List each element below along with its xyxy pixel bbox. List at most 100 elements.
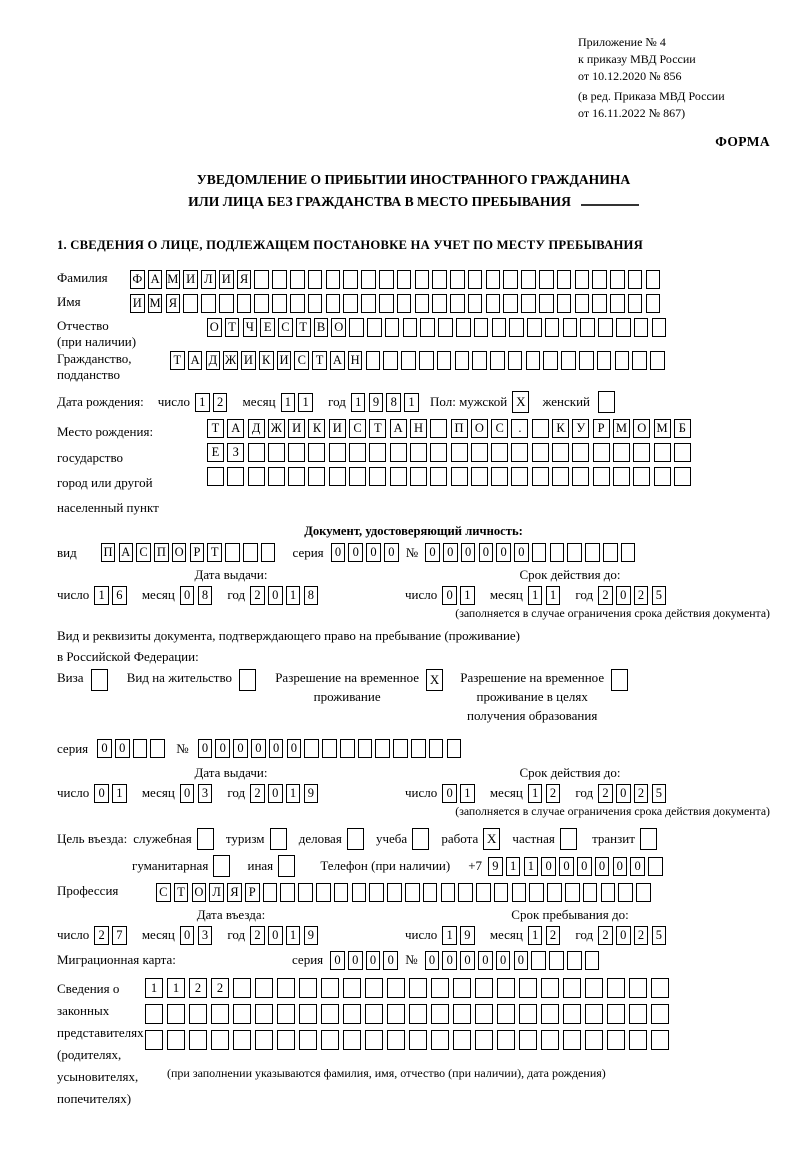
char-box[interactable] xyxy=(343,270,358,290)
char-box[interactable] xyxy=(428,739,444,759)
char-box[interactable] xyxy=(378,270,394,290)
char-box[interactable]: И xyxy=(288,419,306,439)
char-box[interactable] xyxy=(343,1029,361,1050)
char-box[interactable]: 0 xyxy=(594,856,610,876)
char-box[interactable] xyxy=(519,1003,537,1024)
char-box[interactable] xyxy=(633,443,651,463)
char-box[interactable]: 6 xyxy=(112,585,127,605)
char-box[interactable] xyxy=(446,739,462,759)
char-box[interactable]: Р xyxy=(189,543,205,563)
char-box[interactable]: 0 xyxy=(425,543,440,563)
char-box[interactable] xyxy=(409,1029,427,1050)
char-box[interactable] xyxy=(272,270,287,290)
char-box[interactable] xyxy=(369,443,387,463)
char-box[interactable] xyxy=(636,883,651,903)
char-box[interactable]: 0 xyxy=(330,543,346,563)
char-box[interactable] xyxy=(653,467,671,487)
char-box[interactable] xyxy=(574,270,590,290)
char-box[interactable] xyxy=(572,443,590,463)
char-box[interactable]: П xyxy=(100,543,116,563)
char-box[interactable] xyxy=(538,294,554,314)
char-box[interactable] xyxy=(600,883,616,903)
char-box[interactable]: 0 xyxy=(94,783,109,803)
char-box[interactable] xyxy=(308,467,326,487)
char-box[interactable] xyxy=(298,883,313,903)
char-box[interactable] xyxy=(343,977,361,998)
char-box[interactable] xyxy=(396,270,412,290)
char-box[interactable] xyxy=(351,883,367,903)
char-box[interactable]: Т xyxy=(173,883,189,903)
char-box[interactable] xyxy=(288,467,306,487)
char-box[interactable] xyxy=(450,443,468,463)
char-box[interactable] xyxy=(611,668,629,691)
char-box[interactable] xyxy=(610,294,625,314)
char-box[interactable] xyxy=(485,270,501,290)
char-box[interactable] xyxy=(346,828,364,851)
char-box[interactable] xyxy=(211,1029,229,1050)
char-box[interactable] xyxy=(432,294,447,314)
char-box[interactable]: П xyxy=(154,543,169,563)
char-box[interactable] xyxy=(585,1029,603,1050)
char-box[interactable] xyxy=(509,318,524,338)
char-box[interactable]: 1 xyxy=(527,783,543,803)
char-box[interactable] xyxy=(207,467,224,487)
char-box[interactable]: 0 xyxy=(347,950,363,970)
char-box[interactable] xyxy=(527,318,542,338)
char-box[interactable] xyxy=(563,1029,581,1050)
char-box[interactable]: X xyxy=(426,668,444,691)
char-box[interactable]: 2 xyxy=(94,925,109,945)
char-box[interactable] xyxy=(612,467,630,487)
char-box[interactable] xyxy=(262,883,278,903)
char-box[interactable]: Н xyxy=(347,350,363,370)
char-box[interactable] xyxy=(633,467,651,487)
char-box[interactable] xyxy=(598,318,613,338)
char-box[interactable] xyxy=(612,443,630,463)
char-box[interactable] xyxy=(543,350,558,370)
char-box[interactable] xyxy=(255,1003,273,1024)
char-box[interactable]: 1 xyxy=(112,783,127,803)
char-box[interactable]: Ф xyxy=(130,270,145,290)
char-box[interactable] xyxy=(578,350,594,370)
char-box[interactable] xyxy=(277,977,295,998)
char-box[interactable] xyxy=(645,270,661,290)
char-box[interactable]: 8 xyxy=(303,585,319,605)
char-box[interactable] xyxy=(592,443,610,463)
char-box[interactable] xyxy=(307,270,323,290)
char-box[interactable] xyxy=(90,668,108,691)
char-box[interactable] xyxy=(288,443,306,463)
char-box[interactable] xyxy=(559,828,577,851)
char-box[interactable]: 0 xyxy=(478,950,493,970)
char-box[interactable] xyxy=(349,443,367,463)
char-box[interactable] xyxy=(299,1029,317,1050)
char-box[interactable] xyxy=(596,350,612,370)
char-box[interactable] xyxy=(422,883,438,903)
char-box[interactable]: 0 xyxy=(251,739,266,759)
char-box[interactable]: С xyxy=(278,318,293,338)
char-box[interactable]: 1 xyxy=(350,392,366,412)
char-box[interactable]: 0 xyxy=(615,783,631,803)
char-box[interactable] xyxy=(645,294,661,314)
char-box[interactable]: Т xyxy=(207,543,222,563)
char-box[interactable]: Я xyxy=(236,270,252,290)
char-box[interactable] xyxy=(607,977,625,998)
char-box[interactable] xyxy=(531,950,546,970)
char-box[interactable]: С xyxy=(491,419,509,439)
char-box[interactable]: 9 xyxy=(368,392,384,412)
char-box[interactable]: 1 xyxy=(280,392,296,412)
char-box[interactable]: С xyxy=(349,419,367,439)
char-box[interactable] xyxy=(491,443,509,463)
char-box[interactable]: 1 xyxy=(545,585,561,605)
char-box[interactable] xyxy=(475,977,493,998)
char-box[interactable] xyxy=(607,1029,625,1050)
char-box[interactable]: О xyxy=(633,419,651,439)
char-box[interactable] xyxy=(290,294,305,314)
char-box[interactable]: И xyxy=(328,419,346,439)
char-box[interactable] xyxy=(280,883,296,903)
char-box[interactable] xyxy=(585,977,603,998)
char-box[interactable]: 3 xyxy=(197,783,213,803)
char-box[interactable] xyxy=(239,668,257,691)
char-box[interactable] xyxy=(440,883,456,903)
char-box[interactable] xyxy=(541,1003,559,1024)
char-box[interactable]: . xyxy=(511,419,529,439)
char-box[interactable]: 0 xyxy=(267,783,283,803)
